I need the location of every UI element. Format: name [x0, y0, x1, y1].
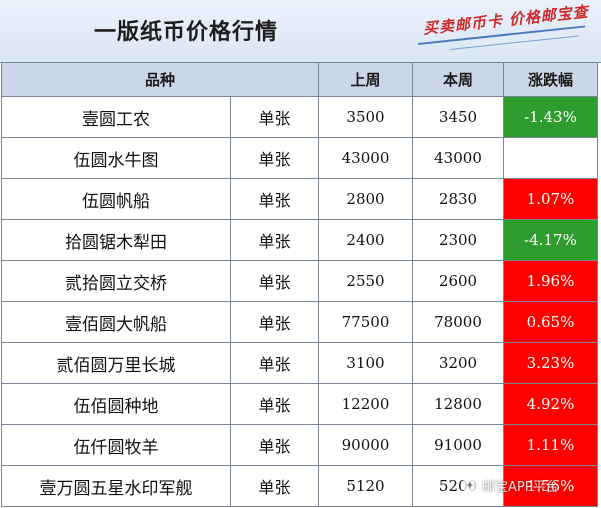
table-row: 贰佰圆万里长城 单张 3100 3200 3.23%	[1, 342, 598, 384]
change-percent: 1.07%	[503, 178, 598, 220]
last-week-price: 2400	[318, 219, 413, 261]
change-percent	[503, 137, 598, 179]
change-percent: 4.92%	[503, 383, 598, 425]
column-header-this-week: 本周	[412, 62, 504, 97]
item-name: 壹万圆五星水印军舰	[1, 465, 231, 507]
this-week-price: 2300	[412, 219, 504, 261]
this-week-price: 3450	[412, 96, 504, 138]
item-name: 壹佰圆大帆船	[1, 301, 231, 343]
table-row: 壹圆工农 单张 3500 3450 -1.43%	[1, 96, 598, 138]
last-week-price: 3500	[318, 96, 413, 138]
this-week-price: 91000	[412, 424, 504, 466]
column-header-last-week: 上周	[318, 62, 413, 97]
item-name: 伍仟圆牧羊	[1, 424, 231, 466]
last-week-price: 77500	[318, 301, 413, 343]
last-week-price: 2550	[318, 260, 413, 302]
this-week-price: 3200	[412, 342, 504, 384]
change-percent: 1.96%	[503, 260, 598, 302]
item-name: 贰拾圆立交桥	[1, 260, 231, 302]
table-row: 伍佰圆种地 单张 12200 12800 4.92%	[1, 383, 598, 425]
item-unit: 单张	[230, 342, 319, 384]
this-week-price: 43000	[412, 137, 504, 179]
table-header-row: 品种 上周 本周 涨跌幅	[1, 62, 598, 97]
change-percent: 1.11%	[503, 424, 598, 466]
title-bar: 一版纸币价格行情 买卖邮币卡 价格邮宝查	[0, 0, 601, 63]
item-unit: 单张	[230, 137, 319, 179]
this-week-price: 78000	[412, 301, 504, 343]
item-name: 拾圆锯木犁田	[1, 219, 231, 261]
watermark: ✦ 邮宝APP平台	[462, 474, 559, 496]
item-name: 壹圆工农	[1, 96, 231, 138]
this-week-price: 12800	[412, 383, 504, 425]
last-week-price: 90000	[318, 424, 413, 466]
item-unit: 单张	[230, 219, 319, 261]
watermark-text: 邮宝APP平台	[482, 479, 559, 495]
change-percent: -1.43%	[503, 96, 598, 138]
column-header-change: 涨跌幅	[503, 62, 598, 97]
brand-logo: 买卖邮币卡 价格邮宝查	[410, 3, 595, 56]
this-week-price: 2600	[412, 260, 504, 302]
table-row: 贰拾圆立交桥 单张 2550 2600 1.96%	[1, 260, 598, 302]
table-row: 壹万圆五星水印军舰 单张 5120 5200 1.56%	[1, 465, 598, 507]
table-row: 伍圆帆船 单张 2800 2830 1.07%	[1, 178, 598, 220]
this-week-price: 2830	[412, 178, 504, 220]
wechat-icon: ✦	[462, 477, 478, 493]
last-week-price: 12200	[318, 383, 413, 425]
column-header-variety: 品种	[1, 62, 319, 97]
table-row: 壹佰圆大帆船 单张 77500 78000 0.65%	[1, 301, 598, 343]
item-unit: 单张	[230, 301, 319, 343]
last-week-price: 3100	[318, 342, 413, 384]
item-unit: 单张	[230, 465, 319, 507]
last-week-price: 5120	[318, 465, 413, 507]
change-percent: 3.23%	[503, 342, 598, 384]
item-name: 伍圆水牛图	[1, 137, 231, 179]
item-unit: 单张	[230, 178, 319, 220]
change-percent: 1.56%	[503, 465, 598, 507]
item-unit: 单张	[230, 424, 319, 466]
table-row: 伍圆水牛图 单张 43000 43000	[1, 137, 598, 179]
item-name: 伍圆帆船	[1, 178, 231, 220]
item-unit: 单张	[230, 260, 319, 302]
item-name: 伍佰圆种地	[1, 383, 231, 425]
change-percent: 0.65%	[503, 301, 598, 343]
last-week-price: 2800	[318, 178, 413, 220]
table-row: 伍仟圆牧羊 单张 90000 91000 1.11%	[1, 424, 598, 466]
item-unit: 单张	[230, 96, 319, 138]
price-table: 品种 上周 本周 涨跌幅 壹圆工农 单张 3500 3450 -1.43% 伍圆水牛图 单张…	[1, 62, 598, 507]
last-week-price: 43000	[318, 137, 413, 179]
table-body: 壹圆工农 单张 3500 3450 -1.43% 伍圆水牛图 单张 43000 43000 伍圆帆…	[1, 96, 598, 507]
item-name: 贰佰圆万里长城	[1, 342, 231, 384]
table-row: 拾圆锯木犁田 单张 2400 2300 -4.17%	[1, 219, 598, 261]
change-percent: -4.17%	[503, 219, 598, 261]
page-title: 一版纸币价格行情	[94, 19, 279, 45]
item-unit: 单张	[230, 383, 319, 425]
